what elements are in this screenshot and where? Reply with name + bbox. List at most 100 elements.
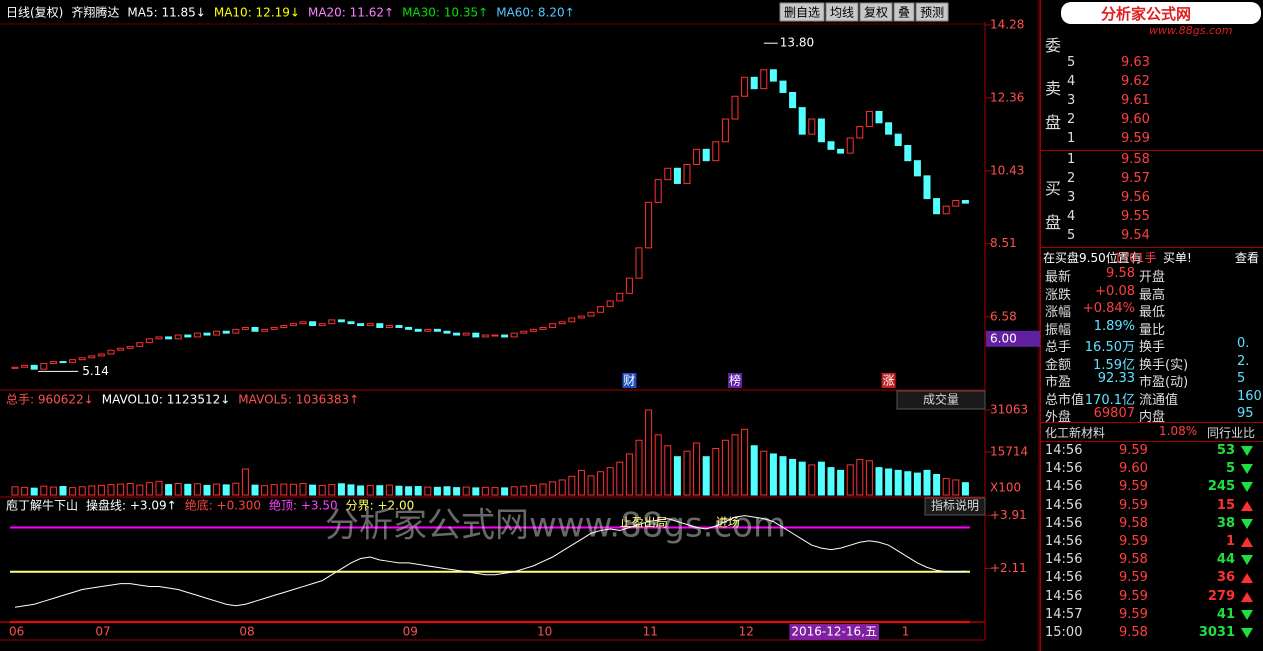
book-level: 4	[1067, 209, 1076, 224]
tick-time: 14:56	[1045, 443, 1083, 458]
notice[interactable]: 查看	[1235, 251, 1260, 265]
unit-label: X100	[990, 481, 1021, 495]
volume-bar	[21, 486, 29, 496]
candle	[366, 323, 374, 327]
button[interactable]	[893, 2, 915, 22]
candle	[597, 306, 605, 313]
button-label[interactable]: 叠	[898, 6, 910, 20]
volume-bar	[923, 469, 931, 496]
candle	[270, 326, 278, 330]
header-text: MA60: 8.20↑	[496, 6, 574, 20]
volume-bar	[664, 445, 672, 496]
volume-bar	[616, 461, 624, 496]
candle	[145, 338, 153, 344]
sector-compare[interactable]: 同行业比	[1207, 426, 1256, 440]
divider	[1041, 150, 1263, 151]
volume-bar	[30, 487, 38, 496]
sector-change: 1.08%	[1159, 424, 1198, 438]
tick-volume: 15	[1216, 497, 1235, 513]
x-tick-label: 10	[537, 625, 552, 639]
book-level: 1	[1067, 131, 1076, 146]
volume-bar	[789, 458, 797, 496]
candle	[117, 347, 125, 351]
event-label: 榜	[729, 373, 741, 388]
tick-price: 9.59	[1119, 443, 1148, 458]
stat-value: 92.33	[1097, 371, 1135, 386]
tick-arrow	[1241, 609, 1253, 620]
candle	[520, 330, 528, 334]
x-tick-label: 07	[95, 625, 110, 639]
tick-price: 9.60	[1119, 461, 1148, 477]
candle	[779, 80, 787, 93]
candle	[529, 328, 537, 332]
volume-bar	[875, 467, 883, 496]
volume-bar	[107, 484, 115, 496]
x-tick-label: 12	[739, 625, 754, 639]
candle	[78, 357, 86, 361]
candle	[453, 332, 461, 336]
book-level: 3	[1067, 190, 1076, 205]
volume-bar	[837, 469, 845, 496]
candle	[155, 336, 163, 340]
button-label[interactable]: 指标说明	[931, 498, 979, 513]
candle	[577, 315, 585, 319]
header-text: 日线(复权)	[6, 6, 63, 20]
stat-value: 160	[1237, 388, 1262, 404]
candle	[606, 300, 614, 308]
divider	[1041, 422, 1263, 423]
button[interactable]	[896, 390, 986, 410]
button[interactable]	[924, 497, 986, 516]
candle	[568, 317, 576, 323]
volume-bar	[261, 485, 269, 496]
volume-bar	[846, 464, 854, 496]
button[interactable]	[825, 2, 859, 22]
header-text: MA5: 11.85↓	[127, 6, 205, 20]
volume-bar	[760, 450, 768, 496]
volume-bar	[97, 484, 105, 496]
stat-label: 市盈	[1045, 375, 1072, 390]
stat-label: 流通值	[1139, 392, 1179, 408]
book-level: 2	[1067, 112, 1076, 127]
button-label[interactable]: 成交量	[923, 392, 959, 407]
event-label: 涨	[883, 373, 895, 388]
stat-label: 振幅	[1045, 322, 1072, 338]
volume-bar	[270, 484, 278, 496]
stat-label: 市盈(动)	[1139, 375, 1189, 390]
stat-value: 0.	[1237, 336, 1250, 351]
sell-label: 卖盘	[1045, 79, 1062, 132]
button-label[interactable]: 预测	[920, 6, 944, 20]
tick-arrow	[1241, 518, 1253, 529]
button[interactable]	[915, 2, 949, 22]
candle	[337, 319, 345, 323]
button[interactable]	[859, 2, 893, 22]
y-tick-label: 6.58	[990, 309, 1017, 323]
candle	[203, 332, 211, 336]
candle	[875, 110, 883, 124]
candle	[222, 330, 230, 334]
candle	[443, 330, 451, 334]
volume-bar	[654, 434, 662, 496]
candle	[213, 330, 221, 336]
candle	[856, 126, 864, 139]
candle	[289, 323, 297, 327]
volume-bar	[529, 484, 537, 496]
tick-price: 9.59	[1119, 570, 1148, 586]
candle	[904, 145, 912, 162]
candle	[261, 328, 269, 332]
volume-bar	[827, 467, 835, 496]
stat-label: 涨跌	[1045, 287, 1072, 303]
button-label[interactable]: 均线	[830, 6, 854, 20]
button-label[interactable]: 删自选	[784, 6, 820, 20]
tick-arrow	[1241, 446, 1253, 456]
tick-time: 14:56	[1045, 497, 1083, 513]
tick-price: 9.59	[1119, 534, 1148, 549]
book-price: 9.60	[1121, 112, 1150, 127]
button-label[interactable]: 复权	[864, 6, 888, 20]
stat-value: 16.50万	[1084, 340, 1135, 355]
candle	[357, 323, 365, 327]
logo-name: 分析家公式网	[1101, 5, 1192, 23]
volume-bar	[702, 456, 710, 496]
button[interactable]	[779, 2, 825, 22]
candle	[395, 325, 403, 328]
y-tick-label: +2.11	[990, 561, 1027, 575]
